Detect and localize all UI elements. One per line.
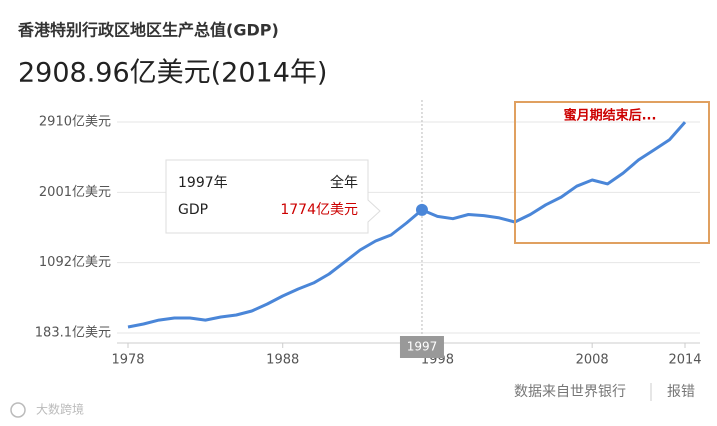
annotation: 蜜月期结束后... — [564, 108, 657, 124]
x-tick-label: 1988 — [266, 353, 299, 368]
chart-title: 香港特别行政区地区生产总值(GDP) — [17, 21, 279, 40]
annotation-box — [514, 101, 710, 244]
x-tick-label: 2014 — [668, 353, 701, 368]
tooltip-period: 全年 — [330, 174, 358, 191]
tooltip-metric: GDP — [178, 202, 208, 218]
x-tick-label: 2008 — [576, 353, 609, 368]
line — [127, 121, 687, 329]
hover-point — [415, 203, 428, 216]
tooltip-value: 1774亿美元 — [280, 202, 358, 218]
source: 数据来自世界银行 — [514, 384, 626, 400]
tooltip-box — [165, 159, 381, 234]
y-tick-label: 183.1亿美元 — [35, 326, 111, 341]
hover-x-label: 1997 — [407, 340, 438, 354]
tooltip: 1997年 全年 GDP 1774亿美元 — [165, 159, 381, 234]
chart-subtitle: 2908.96亿美元(2014年) — [18, 58, 327, 89]
y-tick-label: 1092亿美元 — [39, 255, 111, 270]
plot: 183.1亿美元 1092亿美元 2001亿美元 2910亿美元 1978 1988 199… — [35, 100, 702, 368]
y-tick-label: 2001亿美元 — [39, 185, 111, 200]
y-tick-label: 2910亿美元 — [39, 115, 111, 130]
watermark-icon — [10, 402, 26, 418]
x-tick-label: 1978 — [111, 353, 144, 368]
report-link[interactable]: 报错 — [667, 384, 695, 400]
tooltip-x: 1997年 — [178, 175, 228, 191]
watermark: 大数跨境 — [36, 402, 84, 417]
hover-x-box — [399, 336, 444, 358]
